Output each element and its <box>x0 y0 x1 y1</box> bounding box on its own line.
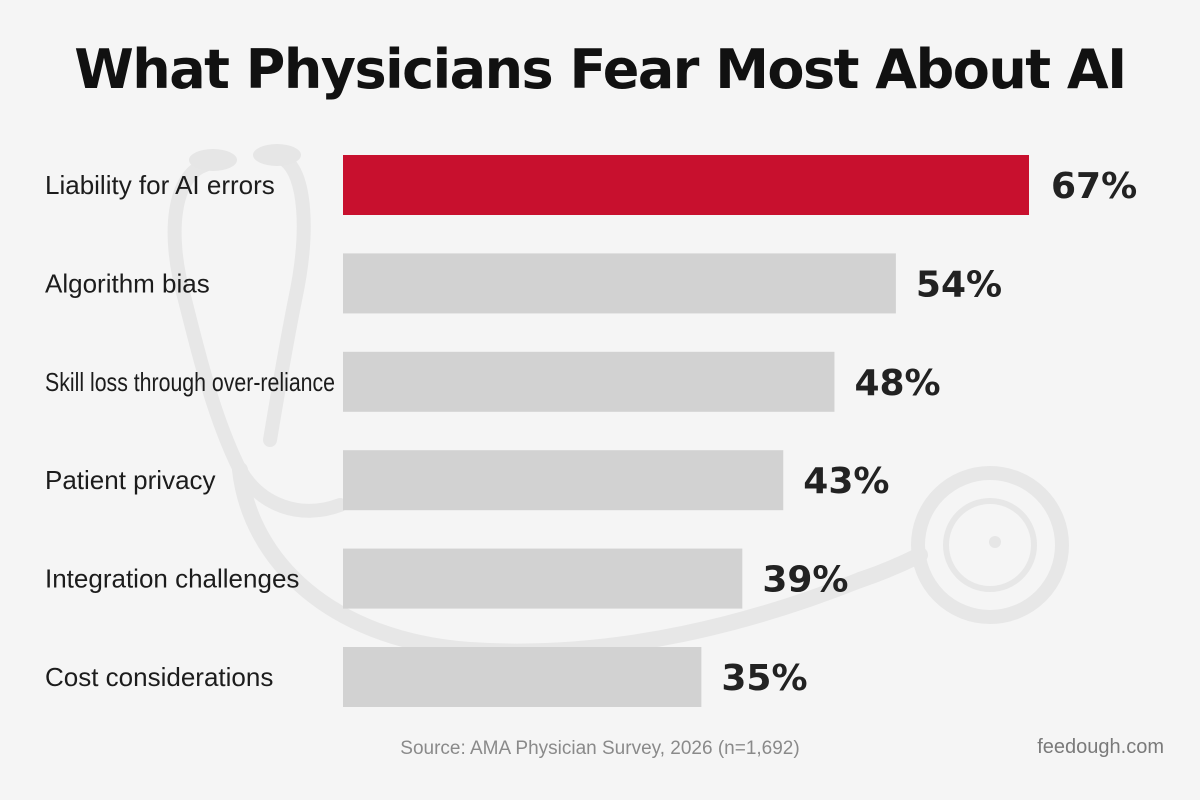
bar <box>343 155 1029 215</box>
category-label: Patient privacy <box>45 465 216 495</box>
source-note: Source: AMA Physician Survey, 2026 (n=1,… <box>400 738 800 759</box>
bar <box>343 253 896 314</box>
bar <box>343 351 835 412</box>
chart-title: What Physicians Fear Most About AI <box>74 38 1127 101</box>
bar <box>343 548 743 609</box>
category-label: Integration challenges <box>45 564 299 594</box>
bar <box>343 450 784 511</box>
value-label: 39% <box>762 560 848 601</box>
bar <box>343 647 702 707</box>
category-label: Cost considerations <box>45 662 273 692</box>
category-label: Algorithm bias <box>45 268 210 298</box>
value-label: 67% <box>1051 166 1137 207</box>
brand-label: feedough.com <box>1037 736 1164 758</box>
value-label: 54% <box>916 264 1002 305</box>
value-label: 43% <box>803 461 889 502</box>
value-label: 48% <box>854 363 940 404</box>
category-label: Liability for AI errors <box>45 170 275 200</box>
value-label: 35% <box>721 658 807 699</box>
category-label: Skill loss through over-reliance <box>45 367 335 397</box>
